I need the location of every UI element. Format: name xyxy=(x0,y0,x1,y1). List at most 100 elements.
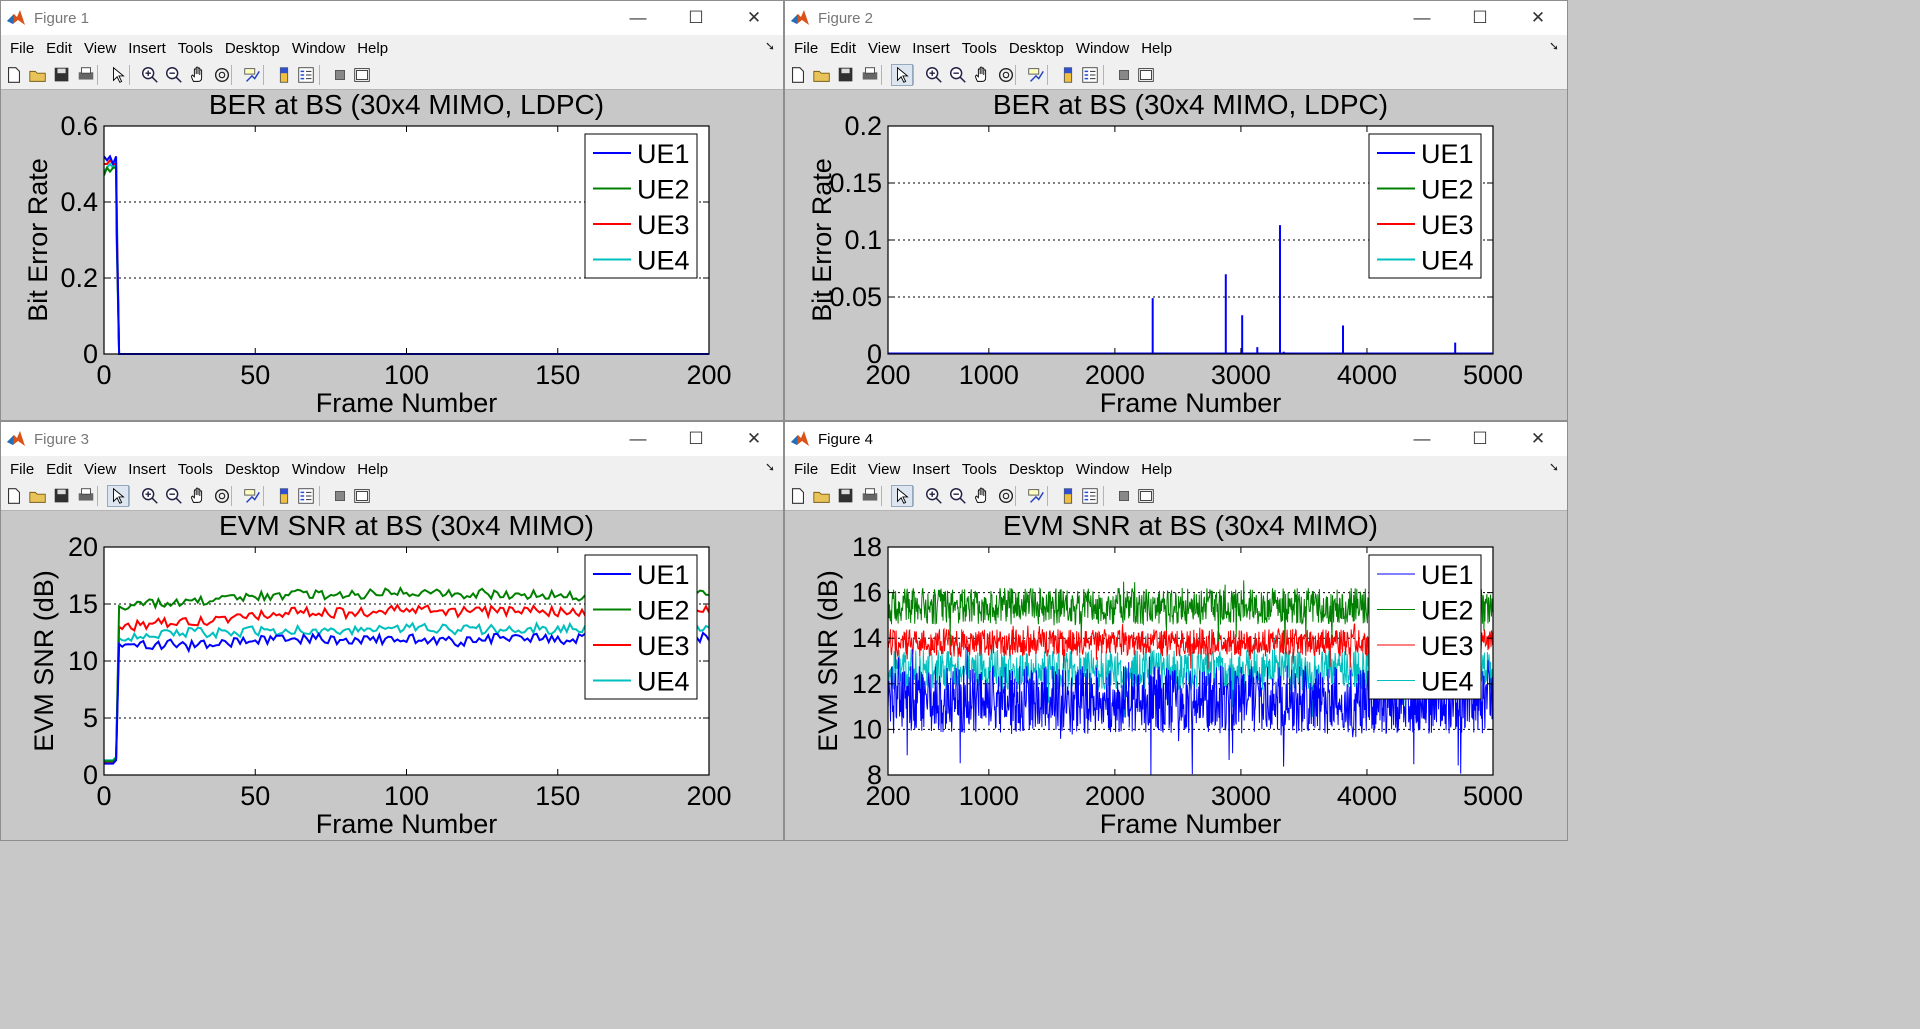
menu-tools[interactable]: Tools xyxy=(961,460,997,478)
minimize-button[interactable]: — xyxy=(1413,8,1431,27)
menu-view[interactable]: View xyxy=(868,460,901,478)
menu-insert[interactable]: Insert xyxy=(128,460,166,478)
zoom-out-icon[interactable] xyxy=(947,64,969,86)
menu-desktop[interactable]: Desktop xyxy=(1008,460,1064,478)
minimize-button[interactable]: — xyxy=(629,8,647,27)
close-button[interactable]: ✕ xyxy=(746,8,762,27)
menu-insert[interactable]: Insert xyxy=(128,39,166,57)
menu-desktop[interactable]: Desktop xyxy=(224,460,280,478)
menu-tools[interactable]: Tools xyxy=(177,460,213,478)
chart[interactable]: 0 50 100 150 200 0 5 10 15 20 EVM SNR at BS (30x4 … xyxy=(1,511,783,838)
show-plot-tools-icon[interactable] xyxy=(1135,485,1157,507)
dock-arrow-icon[interactable]: ➘ xyxy=(1548,39,1559,53)
zoom-in-icon[interactable] xyxy=(139,64,161,86)
colorbar-icon[interactable] xyxy=(1057,64,1079,86)
menu-window[interactable]: Window xyxy=(1075,460,1130,478)
figure-canvas[interactable]: 0 50 100 150 200 0 5 10 15 20 EVM SNR at BS (30x4 … xyxy=(1,511,783,840)
minimize-button[interactable]: — xyxy=(629,429,647,448)
edit-plot-icon[interactable] xyxy=(107,64,129,86)
menu-window[interactable]: Window xyxy=(291,39,346,57)
figure-canvas[interactable]: 200 1000 2000 3000 4000 5000 0 0.05 0.1 0.15 0.2 BE… xyxy=(785,90,1567,420)
show-plot-tools-icon[interactable] xyxy=(351,64,373,86)
close-button[interactable]: ✕ xyxy=(1530,429,1546,448)
hide-plot-tools-icon[interactable] xyxy=(1113,64,1135,86)
rotate-3d-icon[interactable] xyxy=(211,485,233,507)
figure-canvas[interactable]: 0 50 100 150 200 0 0.2 0.4 0.6 BER at BS (30x4 MI… xyxy=(1,90,783,420)
menu-view[interactable]: View xyxy=(84,460,117,478)
close-button[interactable]: ✕ xyxy=(1530,8,1546,27)
edit-plot-icon[interactable] xyxy=(891,485,913,507)
zoom-in-icon[interactable] xyxy=(139,485,161,507)
pan-icon[interactable] xyxy=(187,64,209,86)
title-bar[interactable]: Figure 1 — ☐ ✕ xyxy=(1,1,783,35)
menu-edit[interactable]: Edit xyxy=(46,460,73,478)
colorbar-icon[interactable] xyxy=(273,64,295,86)
new-figure-icon[interactable] xyxy=(3,64,25,86)
show-plot-tools-icon[interactable] xyxy=(1135,64,1157,86)
hide-plot-tools-icon[interactable] xyxy=(329,64,351,86)
title-bar[interactable]: Figure 2 — ☐ ✕ xyxy=(785,1,1567,35)
edit-plot-icon[interactable] xyxy=(107,485,129,507)
menu-view[interactable]: View xyxy=(868,39,901,57)
pan-icon[interactable] xyxy=(971,64,993,86)
data-cursor-icon[interactable] xyxy=(1025,64,1047,86)
save-icon[interactable] xyxy=(835,485,857,507)
show-plot-tools-icon[interactable] xyxy=(351,485,373,507)
save-icon[interactable] xyxy=(51,485,73,507)
colorbar-icon[interactable] xyxy=(273,485,295,507)
dock-arrow-icon[interactable]: ➘ xyxy=(1548,460,1559,474)
menu-help[interactable]: Help xyxy=(1141,460,1173,478)
legend-icon[interactable] xyxy=(295,64,317,86)
data-cursor-icon[interactable] xyxy=(241,64,263,86)
new-figure-icon[interactable] xyxy=(787,485,809,507)
print-icon[interactable] xyxy=(75,64,97,86)
maximize-button[interactable]: ☐ xyxy=(1472,429,1488,448)
zoom-out-icon[interactable] xyxy=(163,485,185,507)
menu-help[interactable]: Help xyxy=(357,460,389,478)
zoom-out-icon[interactable] xyxy=(163,64,185,86)
minimize-button[interactable]: — xyxy=(1413,429,1431,448)
chart[interactable]: 0 50 100 150 200 0 0.2 0.4 0.6 BER at BS (30x4 MI… xyxy=(1,90,783,418)
menu-help[interactable]: Help xyxy=(1141,39,1173,57)
new-figure-icon[interactable] xyxy=(3,485,25,507)
pan-icon[interactable] xyxy=(971,485,993,507)
figure-canvas[interactable]: 200 1000 2000 3000 4000 5000 8 10 12 14 16 18 EVM SN… xyxy=(785,511,1567,840)
colorbar-icon[interactable] xyxy=(1057,485,1079,507)
close-button[interactable]: ✕ xyxy=(746,429,762,448)
open-file-icon[interactable] xyxy=(811,64,833,86)
menu-insert[interactable]: Insert xyxy=(912,39,950,57)
title-bar[interactable]: Figure 3 — ☐ ✕ xyxy=(1,422,783,456)
maximize-button[interactable]: ☐ xyxy=(1472,8,1488,27)
dock-arrow-icon[interactable]: ➘ xyxy=(764,39,775,53)
menu-help[interactable]: Help xyxy=(357,39,389,57)
print-icon[interactable] xyxy=(859,64,881,86)
data-cursor-icon[interactable] xyxy=(1025,485,1047,507)
zoom-out-icon[interactable] xyxy=(947,485,969,507)
legend-icon[interactable] xyxy=(295,485,317,507)
menu-file[interactable]: File xyxy=(10,460,35,478)
save-icon[interactable] xyxy=(51,64,73,86)
menu-desktop[interactable]: Desktop xyxy=(1008,39,1064,57)
menu-tools[interactable]: Tools xyxy=(177,39,213,57)
print-icon[interactable] xyxy=(859,485,881,507)
menu-file[interactable]: File xyxy=(10,39,35,57)
new-figure-icon[interactable] xyxy=(787,64,809,86)
menu-edit[interactable]: Edit xyxy=(830,460,857,478)
menu-insert[interactable]: Insert xyxy=(912,460,950,478)
save-icon[interactable] xyxy=(835,64,857,86)
open-file-icon[interactable] xyxy=(811,485,833,507)
zoom-in-icon[interactable] xyxy=(923,64,945,86)
hide-plot-tools-icon[interactable] xyxy=(329,485,351,507)
open-file-icon[interactable] xyxy=(27,485,49,507)
menu-file[interactable]: File xyxy=(794,39,819,57)
title-bar[interactable]: Figure 4 — ☐ ✕ xyxy=(785,422,1567,456)
rotate-3d-icon[interactable] xyxy=(995,485,1017,507)
hide-plot-tools-icon[interactable] xyxy=(1113,485,1135,507)
chart[interactable]: 200 1000 2000 3000 4000 5000 0 0.05 0.1 0.15 0.2 BE… xyxy=(785,90,1567,418)
maximize-button[interactable]: ☐ xyxy=(688,429,704,448)
menu-file[interactable]: File xyxy=(794,460,819,478)
rotate-3d-icon[interactable] xyxy=(211,64,233,86)
dock-arrow-icon[interactable]: ➘ xyxy=(764,460,775,474)
edit-plot-icon[interactable] xyxy=(891,64,913,86)
maximize-button[interactable]: ☐ xyxy=(688,8,704,27)
